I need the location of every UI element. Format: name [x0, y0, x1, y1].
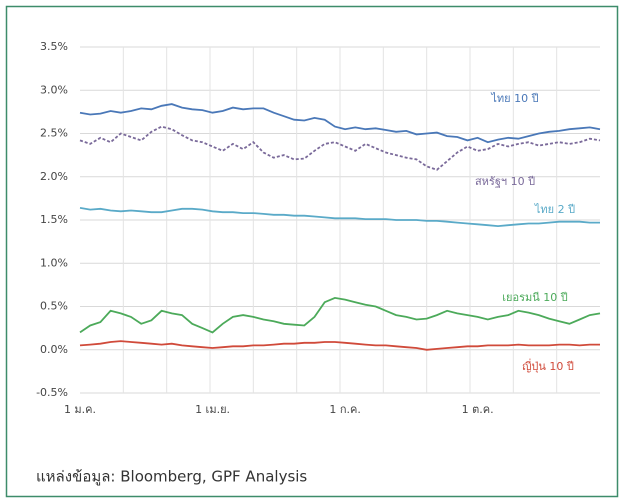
x-tick-label: 1 ต.ค. [462, 403, 494, 416]
y-tick-label: 0.0% [40, 343, 68, 356]
y-tick-label: -0.5% [36, 386, 68, 399]
series-line [79, 296, 601, 334]
y-tick-label: 0.5% [40, 300, 68, 313]
y-tick-label: 3.0% [40, 83, 68, 96]
y-tick-label: 1.5% [40, 213, 68, 226]
series-line [79, 125, 601, 171]
y-tick-label: 2.0% [40, 170, 68, 183]
x-tick-label: 1 ม.ค. [64, 403, 96, 416]
series-label: สหรัฐฯ 10 ปี [475, 175, 535, 188]
y-tick-label: 1.0% [40, 256, 68, 269]
x-tick-label: 1 เม.ย. [195, 403, 230, 416]
series-line [79, 103, 601, 144]
series-label: ไทย 10 ปี [490, 92, 538, 105]
series-label: ญี่ปุ่น 10 ปี [522, 358, 574, 373]
y-tick-label: 3.5% [40, 40, 68, 53]
series-line [79, 340, 600, 351]
series-line [79, 207, 600, 228]
y-tick-label: 2.5% [40, 127, 68, 140]
series-label: ไทย 2 ปี [534, 203, 575, 216]
source-note: แหล่งข้อมูล: Bloomberg, GPF Analysis [36, 468, 307, 486]
series-label: เยอรมนี 10 ปี [502, 291, 567, 304]
x-tick-label: 1 ก.ค. [329, 403, 361, 416]
frame [5, 5, 619, 498]
